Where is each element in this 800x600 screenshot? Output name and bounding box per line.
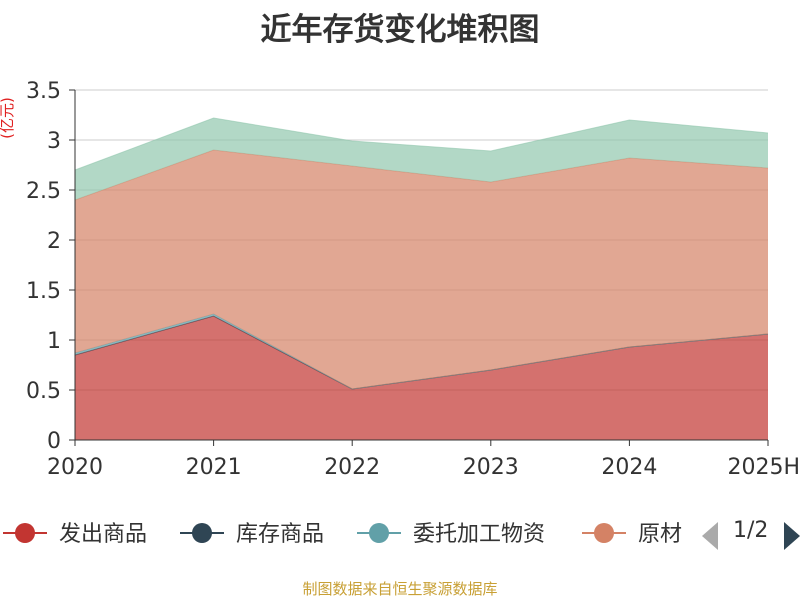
- legend-label: 委托加工物资: [413, 522, 545, 547]
- y-tick-label: 1.5: [26, 279, 61, 304]
- y-tick-label: 2: [47, 229, 61, 254]
- legend-label: 原材: [638, 522, 682, 547]
- legend-marker: [15, 523, 35, 543]
- x-tick-label: 2024: [601, 455, 657, 480]
- area-series-4: [75, 118, 768, 200]
- legend-next-icon[interactable]: [784, 522, 800, 550]
- legend-marker: [594, 523, 614, 543]
- x-tick-label: 2020: [47, 455, 103, 480]
- x-tick-label: 2025H: [727, 455, 800, 480]
- y-tick-label: 0.5: [26, 379, 61, 404]
- y-axis-label: (亿元): [0, 97, 16, 139]
- x-tick-label: 2023: [463, 455, 519, 480]
- source-note: 制图数据来自恒生聚源数据库: [302, 580, 498, 598]
- y-tick-label: 2.5: [26, 179, 61, 204]
- legend-marker: [369, 523, 389, 543]
- y-tick-label: 0: [47, 429, 61, 454]
- y-tick-label: 3: [47, 129, 61, 154]
- series-line-4: [74, 117, 769, 171]
- x-tick-label: 2021: [186, 455, 242, 480]
- legend-clip: [684, 510, 800, 556]
- legend-page-indicator: 1/2: [733, 518, 769, 543]
- y-tick-label: 3.5: [26, 79, 61, 104]
- legend-prev-icon[interactable]: [702, 522, 718, 550]
- legend-marker: [192, 523, 212, 543]
- x-tick-label: 2022: [324, 455, 380, 480]
- legend-label: 发出商品: [59, 522, 147, 547]
- chart-title: 近年存货变化堆积图: [260, 12, 540, 48]
- legend-label: 库存商品: [236, 522, 324, 547]
- area-series-3: [75, 150, 768, 389]
- area-series-0: [75, 316, 768, 440]
- y-tick-label: 1: [47, 329, 61, 354]
